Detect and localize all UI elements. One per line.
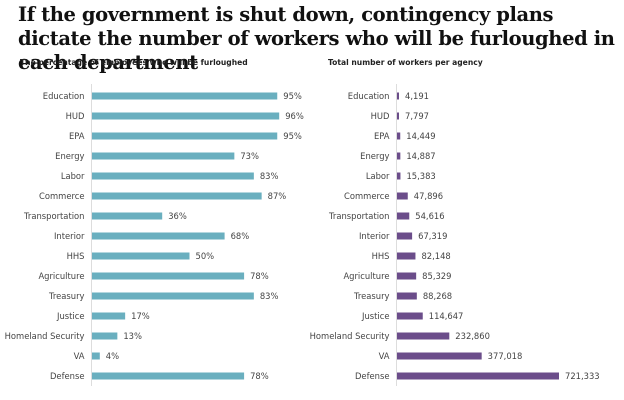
right-bar [397, 252, 416, 260]
right-value-label: 67,319 [418, 231, 447, 241]
left-category-label: Agriculture [38, 271, 84, 281]
right-value-label: 4,191 [405, 91, 429, 101]
left-value-label: 78% [250, 371, 269, 381]
left-bar [92, 292, 254, 300]
left-bar [92, 232, 225, 240]
right-bar [397, 332, 450, 340]
left-value-label: 4% [106, 351, 119, 361]
right-bar [397, 212, 410, 220]
left-category-label: Interior [54, 231, 85, 241]
right-bar [397, 352, 482, 360]
right-bar [397, 112, 399, 120]
left-bar [92, 132, 278, 140]
left-chart-subtitle: The percentage of employees who will be … [20, 58, 248, 67]
left-value-label: 68% [231, 231, 250, 241]
right-value-label: 82,148 [421, 251, 450, 261]
left-value-label: 95% [283, 131, 302, 141]
right-value-label: 14,887 [406, 151, 435, 161]
left-category-label: EPA [69, 131, 85, 141]
left-bar [92, 352, 100, 360]
right-category-label: Justice [361, 311, 390, 321]
right-value-label: 7,797 [405, 111, 429, 121]
right-category-label: EPA [374, 131, 390, 141]
right-bar [397, 132, 401, 140]
right-value-label: 88,268 [423, 291, 452, 301]
right-category-label: Interior [359, 231, 390, 241]
right-category-label: VA [379, 351, 390, 361]
right-bar [397, 192, 408, 200]
right-value-label: 377,018 [488, 351, 523, 361]
left-bar [92, 372, 245, 380]
chart-title: If the government is shut down, continge… [18, 3, 615, 74]
right-bar [397, 292, 417, 300]
right-value-label: 15,383 [406, 171, 435, 181]
left-category-label: HHS [67, 251, 85, 261]
right-bar [397, 92, 399, 100]
left-category-label: Treasury [48, 291, 85, 301]
right-category-label: Education [348, 91, 390, 101]
left-bar [92, 172, 254, 180]
left-value-label: 83% [260, 291, 279, 301]
left-bar [92, 272, 245, 280]
left-category-label: Energy [55, 151, 84, 161]
left-category-label: VA [74, 351, 85, 361]
left-value-label: 73% [240, 151, 259, 161]
right-value-label: 54,616 [415, 211, 444, 221]
right-chart-subtitle: Total number of workers per agency [328, 58, 483, 67]
left-bar [92, 152, 235, 160]
right-value-label: 114,647 [429, 311, 464, 321]
left-bar [92, 92, 278, 100]
left-category-label: Commerce [39, 191, 84, 201]
left-bar [92, 192, 262, 200]
left-value-label: 13% [123, 331, 142, 341]
left-value-label: 87% [268, 191, 287, 201]
right-category-label: HHS [372, 251, 390, 261]
right-category-label: Energy [360, 151, 389, 161]
right-value-label: 14,449 [406, 131, 435, 141]
left-bar [92, 212, 163, 220]
right-bar [397, 272, 417, 280]
right-bar [397, 232, 413, 240]
left-value-label: 96% [285, 111, 304, 121]
left-category-label: HUD [66, 111, 85, 121]
right-category-label: Homeland Security [310, 331, 390, 341]
left-value-label: 50% [196, 251, 215, 261]
right-category-label: Commerce [344, 191, 389, 201]
left-category-label: Education [43, 91, 85, 101]
left-value-label: 36% [168, 211, 187, 221]
right-category-label: Treasury [353, 291, 390, 301]
left-value-label: 78% [250, 271, 269, 281]
left-value-label: 83% [260, 171, 279, 181]
right-bar [397, 312, 423, 320]
left-category-label: Justice [56, 311, 85, 321]
left-bar [92, 332, 118, 340]
right-value-label: 47,896 [414, 191, 443, 201]
left-category-label: Labor [61, 171, 85, 181]
right-value-label: 232,860 [455, 331, 490, 341]
right-bar [397, 372, 559, 380]
left-bar [92, 252, 190, 260]
left-bar [92, 112, 280, 120]
right-category-label: Labor [366, 171, 390, 181]
right-category-label: HUD [371, 111, 390, 121]
right-category-label: Agriculture [343, 271, 389, 281]
left-value-label: 17% [131, 311, 150, 321]
left-category-label: Homeland Security [5, 331, 85, 341]
left-category-label: Defense [50, 371, 85, 381]
left-bar [92, 312, 126, 320]
left-value-label: 95% [283, 91, 302, 101]
left-category-label: Transportation [23, 211, 84, 221]
right-category-label: Defense [355, 371, 390, 381]
right-category-label: Transportation [328, 211, 389, 221]
right-bar [397, 172, 401, 180]
right-bar [397, 152, 401, 160]
right-value-label: 85,329 [422, 271, 451, 281]
right-value-label: 721,333 [565, 371, 600, 381]
